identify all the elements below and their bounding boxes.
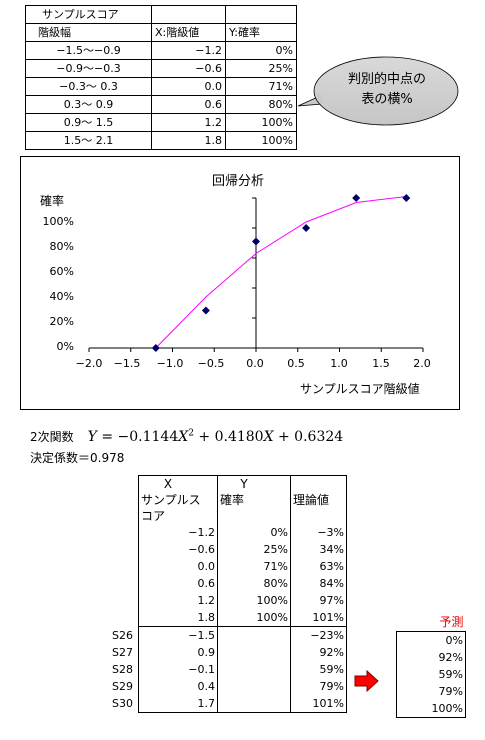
data-point	[302, 224, 311, 232]
x-tick: −1.5	[113, 357, 141, 370]
right-arrow-icon	[354, 670, 379, 692]
table-row: 0.0 71% 63%	[110, 558, 347, 575]
table-row: 79%	[396, 683, 466, 700]
table-row: 92%	[396, 649, 466, 666]
fit-curve	[155, 196, 407, 349]
callout-text: 判別的中点の 表の横%	[347, 72, 426, 107]
equation-label: 2次関数	[30, 430, 74, 444]
table-row: 100%	[396, 700, 466, 718]
chart-plot	[88, 194, 424, 352]
y-tick: 60%	[49, 265, 74, 278]
r-squared: 決定係数＝0.978	[30, 451, 125, 465]
table-row: 0%	[396, 631, 466, 649]
x-tick: 0.0	[246, 357, 264, 370]
data-points	[151, 194, 411, 352]
x-tick: −2.0	[75, 357, 103, 370]
table-row: −0.6 25% 34%	[110, 541, 347, 558]
data-point	[402, 194, 411, 202]
prediction-header: 予測	[439, 615, 464, 629]
equation: 2次関数 Y = −0.1144X2 + 0.4180X + 0.6324	[30, 428, 343, 445]
x-tick: −1.0	[156, 357, 184, 370]
table-row: S28 −0.1 59%	[110, 661, 347, 678]
chart-axes	[88, 197, 424, 352]
y-tick: 40%	[49, 290, 74, 303]
y-tick: 80%	[49, 240, 74, 253]
table-row: 59%	[396, 666, 466, 683]
data-point	[201, 306, 210, 315]
table-row: S26 −1.5 −23%	[110, 626, 347, 644]
table-row: S27 0.9 92%	[110, 644, 347, 661]
chart-title: 回帰分析	[212, 174, 265, 189]
y-tick: 20%	[49, 315, 74, 328]
table-row: 1.5〜 2.1 1.8 100%	[25, 131, 297, 150]
y-tick: 0%	[56, 340, 74, 353]
x-tick: 0.5	[287, 357, 305, 370]
prediction-table: 予測 0% 92% 59% 79% 100%	[396, 614, 466, 718]
callout-bubble	[297, 56, 459, 126]
table-row: −1.5〜−0.9 −1.2 0%	[25, 41, 297, 60]
data-point	[151, 344, 160, 352]
y-tick: 100%	[42, 215, 74, 228]
chart-xlabel: サンプルスコア階級値	[300, 382, 420, 396]
table-row: −1.2 0% −3%	[110, 524, 347, 541]
data-point	[352, 194, 361, 202]
x-tick: −0.5	[197, 357, 225, 370]
result-table: X サンプルス コア Y 確率 理論値 −1.2 0% −3% −0.6 25% 34% 0.…	[110, 475, 347, 713]
equation-formula: Y = −0.1144X2 + 0.4180X + 0.6324	[87, 428, 344, 445]
x-tick: 2.0	[413, 357, 431, 370]
regression-chart	[20, 156, 460, 410]
header-range: 階級幅	[25, 23, 152, 42]
x-tick: 1.5	[372, 357, 390, 370]
table-row: 0.6 80% 84%	[110, 575, 347, 592]
table-row: S29 0.4 79%	[110, 678, 347, 695]
table-row: S30 1.7 101%	[110, 695, 347, 713]
table-row: 1.8 100% 101%	[110, 609, 347, 627]
x-tick: 1.0	[330, 357, 348, 370]
table-row: 1.2 100% 97%	[110, 592, 347, 609]
sample-score-table: サンプルスコア 階級幅 X:階級値 Y:確率 −1.5〜−0.9 −1.2 0%…	[25, 5, 297, 150]
data-point	[252, 237, 260, 246]
chart-ylabel: 確率	[40, 194, 65, 208]
